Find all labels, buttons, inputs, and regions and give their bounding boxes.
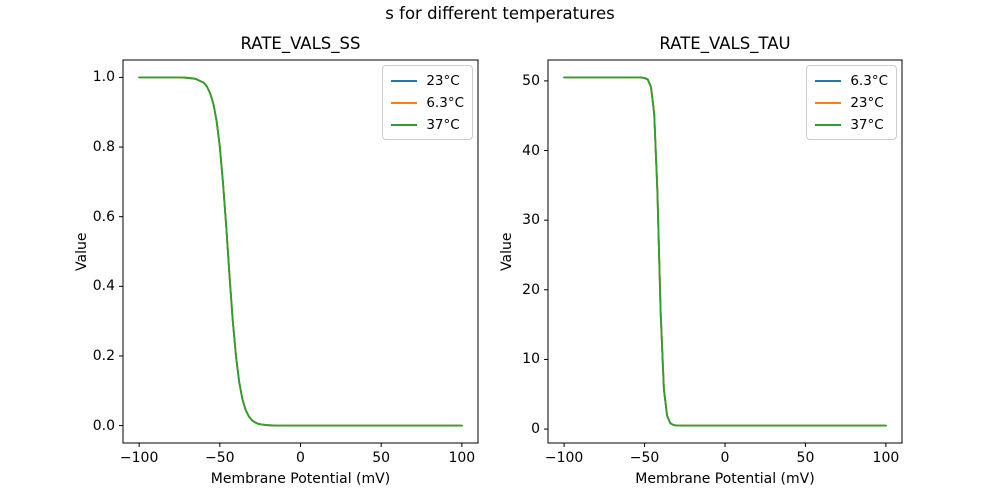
legend-line-swatch [815, 101, 842, 104]
axes-title: RATE_VALS_TAU [659, 34, 791, 53]
legend-label: 23°C [426, 72, 460, 89]
series-line-37c [563, 76, 887, 427]
x-tick-label: 0 [296, 450, 305, 466]
plot-area [544, 59, 903, 447]
x-tick-label: −100 [119, 450, 159, 466]
x-axis-label: Membrane Potential (mV) [635, 471, 815, 487]
x-tick-label: 50 [796, 450, 815, 466]
x-tick-label: −100 [544, 450, 584, 466]
legend-line-swatch [815, 79, 842, 82]
subplot-rate-vals-ss: RATE_VALS_SS Value Membrane Potential (m… [74, 34, 479, 487]
legend-label: 6.3°C [850, 72, 888, 89]
legend: 23°C 6.3°C 37°C [382, 65, 473, 140]
y-tick-label: 0.2 [92, 347, 115, 364]
y-axis-label: Value [499, 232, 515, 271]
x-tick-label: −50 [629, 450, 660, 466]
y-tick-label: 30 [522, 212, 540, 229]
y-tick-label: 20 [522, 281, 540, 298]
plot-area [119, 59, 479, 447]
legend-entry: 6.3°C [391, 93, 464, 112]
legend-label: 6.3°C [426, 94, 464, 111]
x-tick-label: 100 [872, 450, 900, 466]
y-axis-label: Value [74, 232, 90, 271]
axes-title: RATE_VALS_SS [240, 34, 361, 53]
y-tick-label: 50 [522, 72, 540, 89]
axes-frame [122, 59, 479, 444]
x-axis-label: Membrane Potential (mV) [210, 471, 391, 487]
subplot-rate-vals-tau: RATE_VALS_TAU Value Membrane Potential (… [499, 34, 903, 487]
legend-line-swatch [391, 123, 418, 126]
legend-entry: 37°C [391, 115, 464, 134]
legend-entry: 23°C [815, 93, 888, 112]
y-tick-label: 10 [522, 351, 540, 368]
legend-line-swatch [391, 79, 418, 82]
x-tick-label: −50 [205, 450, 235, 466]
legend-line-swatch [815, 123, 842, 126]
y-tick-label: 1.0 [92, 69, 115, 86]
y-tick-label: 0.0 [92, 417, 115, 434]
y-tick-label: 0 [531, 421, 540, 438]
figure-suptitle: s for different temperatures [385, 4, 615, 23]
legend-entry: 23°C [391, 71, 464, 90]
legend-entry: 37°C [815, 115, 888, 134]
y-tick-label: 40 [522, 142, 540, 159]
x-tick-label: 50 [372, 450, 391, 466]
legend-label: 23°C [850, 94, 884, 111]
legend-label: 37°C [850, 116, 884, 133]
legend: 6.3°C 23°C 37°C [806, 65, 897, 140]
legend-line-swatch [391, 101, 418, 104]
y-tick-label: 0.4 [92, 278, 115, 295]
x-tick-label: 0 [720, 450, 730, 466]
legend-entry: 6.3°C [815, 71, 888, 90]
series-line-37c [138, 76, 463, 427]
axes-frame [547, 59, 903, 444]
y-tick-label: 0.8 [92, 139, 115, 156]
y-tick-label: 0.6 [92, 208, 115, 225]
x-tick-label: 100 [448, 450, 476, 466]
legend-label: 37°C [426, 116, 460, 133]
